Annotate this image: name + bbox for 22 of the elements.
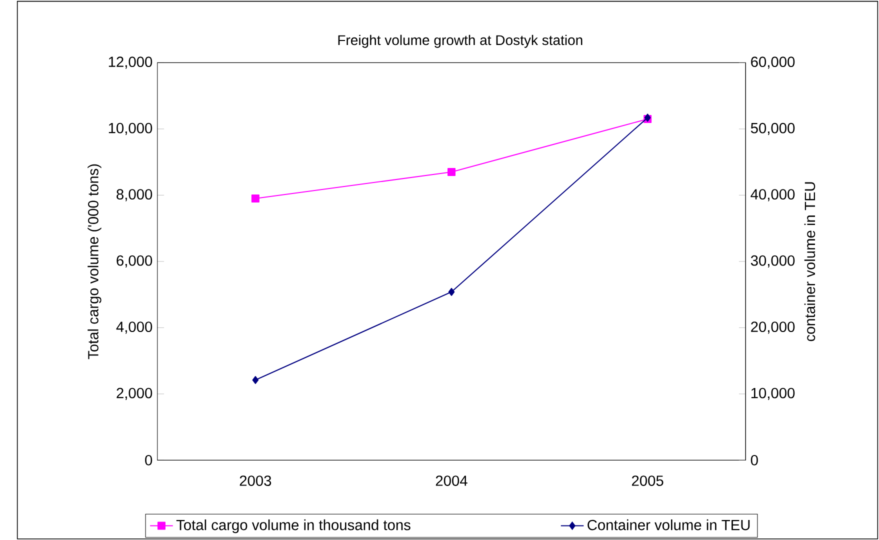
x-tick-label: 2003 bbox=[240, 475, 272, 486]
y2-tick-label: 60,000 bbox=[751, 56, 795, 69]
y-tick-label: 4,000 bbox=[116, 322, 152, 334]
y-tick-label: 10,000 bbox=[108, 122, 152, 135]
y-tick-label: 6,000 bbox=[116, 255, 152, 268]
legend-label: Total cargo volume in thousand tons bbox=[176, 519, 410, 534]
y2-tick-label: 50,000 bbox=[750, 122, 795, 135]
chart-title: Freight volume growth at Dostyk station bbox=[338, 34, 582, 48]
y-axis-title: Total cargo volume ('000 tons) bbox=[88, 164, 102, 360]
y2-tick-label: 30,000 bbox=[750, 255, 795, 268]
y-tick-label: 0 bbox=[145, 454, 152, 466]
y2-tick-label: 40,000 bbox=[750, 189, 795, 202]
y2-tick-label: 10,000 bbox=[751, 388, 795, 400]
y2-axis-title: container volume in TEU bbox=[804, 182, 816, 342]
y2-tick-label: 20,000 bbox=[751, 322, 795, 334]
y-tick-label: 12,000 bbox=[108, 56, 152, 69]
x-tick-label: 2005 bbox=[632, 475, 664, 486]
legend-label: Container volume in TEU bbox=[588, 519, 750, 530]
y-tick-label: 2,000 bbox=[116, 388, 152, 400]
y2-tick-label: 0 bbox=[750, 454, 758, 466]
x-tick-label: 2004 bbox=[436, 475, 468, 486]
y-tick-label: 8,000 bbox=[116, 189, 152, 202]
